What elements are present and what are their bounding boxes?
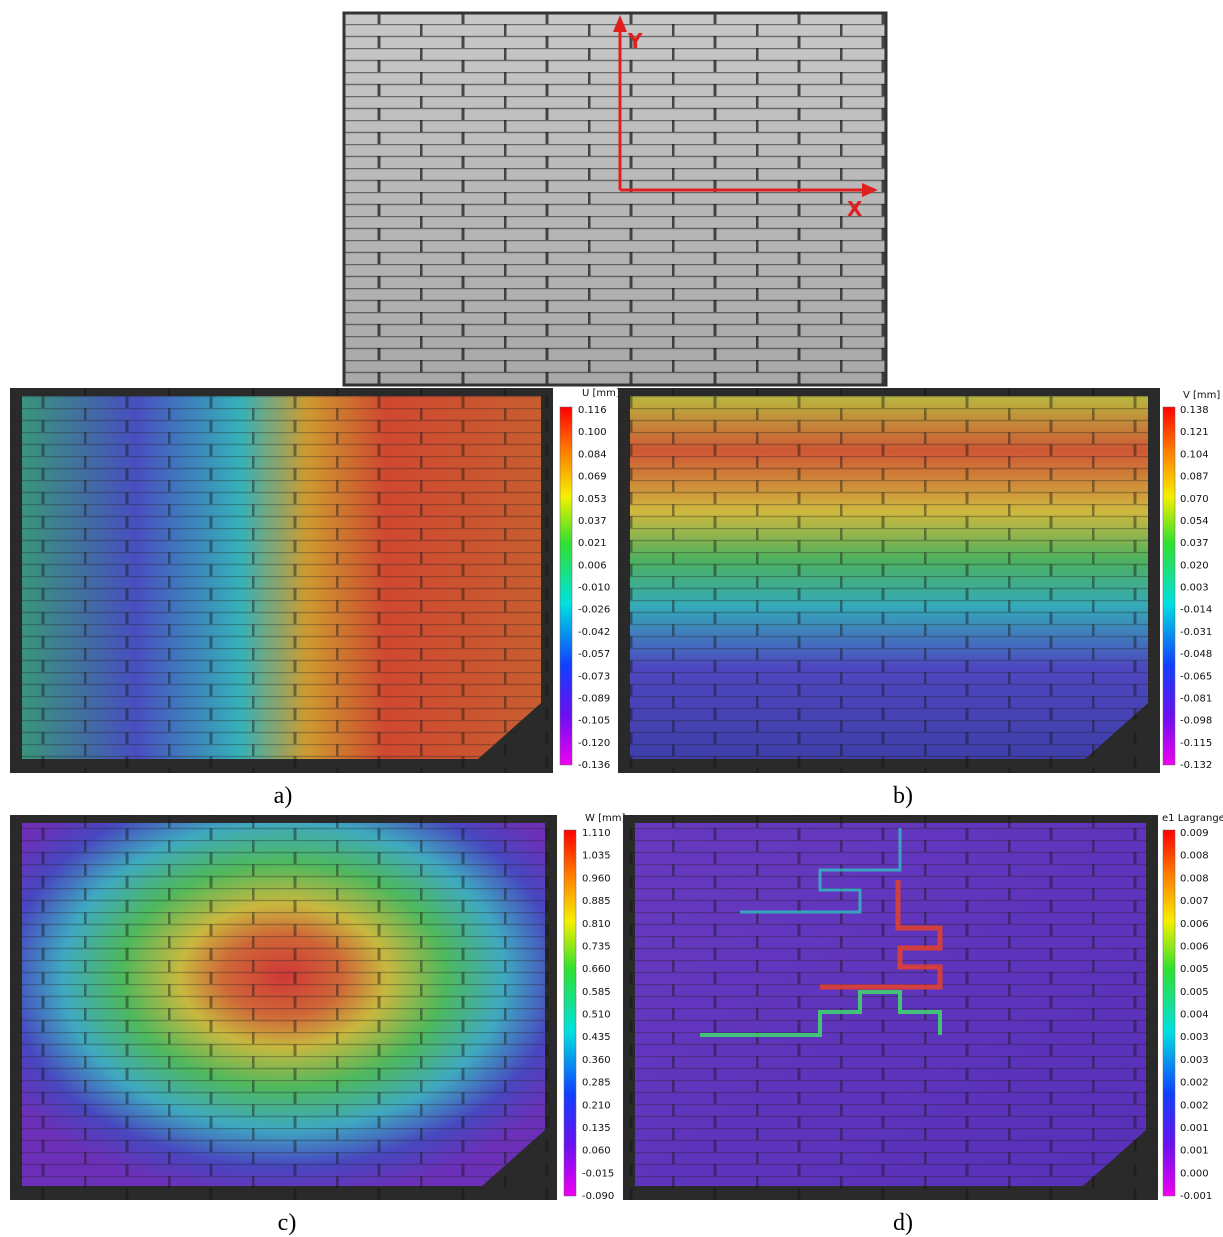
colorbar-label: 0.006 [1180, 941, 1209, 952]
crack-band [820, 880, 943, 990]
colorbar-label: 0.003 [1180, 1055, 1209, 1066]
colorbar-label: -0.001 [1180, 1191, 1212, 1202]
colorbar-label: 0.060 [582, 1146, 611, 1157]
colorbar-label: 0.004 [1180, 1010, 1209, 1021]
colorbar-label: 0.003 [1180, 1032, 1209, 1043]
colorbar-label: -0.115 [1180, 738, 1212, 749]
dic-map [10, 815, 557, 1200]
colorbar-label: -0.098 [1180, 716, 1212, 727]
colorbar-label: 0.585 [582, 987, 611, 998]
colorbar-label: 0.006 [578, 560, 607, 571]
brick-pattern [623, 815, 1158, 1200]
colorbar-title: W [mm] [585, 813, 625, 824]
colorbar-label: 0.735 [582, 941, 611, 952]
colorbar-label: -0.057 [578, 649, 610, 660]
colorbar-label: 0.002 [1180, 1078, 1209, 1089]
colorbar-label: 0.084 [578, 449, 607, 460]
colorbar-label: 0.003 [1180, 583, 1209, 594]
colorbar-label: 0.100 [578, 427, 607, 438]
brick-pattern [618, 388, 1160, 773]
colorbar [1162, 829, 1176, 1197]
crack-band [740, 828, 902, 914]
colorbar-label: -0.048 [1180, 649, 1212, 660]
colorbar-label: 0.435 [582, 1032, 611, 1043]
colorbar-label: -0.081 [1180, 693, 1212, 704]
colorbar-label: 0.069 [578, 472, 607, 483]
colorbar-label: 0.070 [1180, 494, 1209, 505]
colorbar-label: 0.037 [578, 516, 607, 527]
panel-caption: a) [274, 783, 293, 809]
colorbar-label: 0.135 [582, 1123, 611, 1134]
colorbar-label: -0.120 [578, 738, 610, 749]
colorbar-label: -0.065 [1180, 671, 1212, 682]
colorbar-label: -0.042 [578, 627, 610, 638]
colorbar-label: -0.105 [578, 716, 610, 727]
colorbar-label: 0.000 [1180, 1168, 1209, 1179]
panel-caption: d) [893, 1210, 913, 1236]
colorbar-label: -0.014 [1180, 605, 1212, 616]
dic-map [618, 388, 1160, 773]
colorbar-label: 0.002 [1180, 1100, 1209, 1111]
colorbar-label: -0.026 [578, 605, 610, 616]
colorbar-label: 0.510 [582, 1010, 611, 1021]
colorbar-label: 0.021 [578, 538, 607, 549]
colorbar-label: 0.210 [582, 1100, 611, 1111]
colorbar-label: 0.360 [582, 1055, 611, 1066]
colorbar-title: e1 Lagrange [1162, 813, 1223, 824]
colorbar [559, 406, 573, 766]
colorbar-label: 0.087 [1180, 472, 1209, 483]
colorbar-label: -0.090 [582, 1191, 614, 1202]
colorbar-label: 0.054 [1180, 516, 1209, 527]
colorbar-label: 0.285 [582, 1078, 611, 1089]
colorbar-label: -0.015 [582, 1168, 614, 1179]
colorbar-label: 1.110 [582, 828, 611, 839]
colorbar-label: 0.008 [1180, 851, 1209, 862]
colorbar-label: -0.010 [578, 583, 610, 594]
colorbar [563, 829, 577, 1197]
colorbar-label: 0.885 [582, 896, 611, 907]
colorbar-label: 0.104 [1180, 449, 1209, 460]
colorbar-label: 0.005 [1180, 964, 1209, 975]
dic-map [10, 388, 553, 773]
y-axis-label: Y [627, 29, 643, 53]
colorbar-label: 0.008 [1180, 873, 1209, 884]
brick-pattern [10, 815, 557, 1200]
colorbar-label: 0.037 [1180, 538, 1209, 549]
colorbar-label: 0.020 [1180, 560, 1209, 571]
colorbar-label: 0.660 [582, 964, 611, 975]
crack-band [700, 990, 942, 1037]
colorbar-label: 0.001 [1180, 1123, 1209, 1134]
wall-photo [342, 11, 888, 387]
colorbar-label: 0.810 [582, 919, 611, 930]
colorbar-label: -0.136 [578, 760, 610, 771]
colorbar-label: 0.001 [1180, 1146, 1209, 1157]
colorbar-label: 0.053 [578, 494, 607, 505]
colorbar-label: 1.035 [582, 851, 611, 862]
colorbar-label: 0.121 [1180, 427, 1209, 438]
colorbar-label: 0.009 [1180, 828, 1209, 839]
colorbar-label: 0.005 [1180, 987, 1209, 998]
colorbar-label: 0.138 [1180, 405, 1209, 416]
x-axis-label: X [847, 197, 863, 221]
panel-caption: b) [893, 783, 913, 809]
colorbar-label: 0.960 [582, 873, 611, 884]
colorbar-label: 0.116 [578, 405, 607, 416]
colorbar-title: V [mm] [1183, 390, 1220, 401]
colorbar-title: U [mm] [582, 388, 620, 399]
colorbar-label: -0.089 [578, 693, 610, 704]
panel-caption: c) [278, 1210, 297, 1236]
colorbar-label: -0.073 [578, 671, 610, 682]
colorbar-label: 0.006 [1180, 919, 1209, 930]
colorbar-label: -0.031 [1180, 627, 1212, 638]
colorbar-label: 0.007 [1180, 896, 1209, 907]
brick-pattern [10, 388, 553, 773]
colorbar-label: -0.132 [1180, 760, 1212, 771]
colorbar [1162, 406, 1176, 766]
dic-map [623, 815, 1158, 1200]
